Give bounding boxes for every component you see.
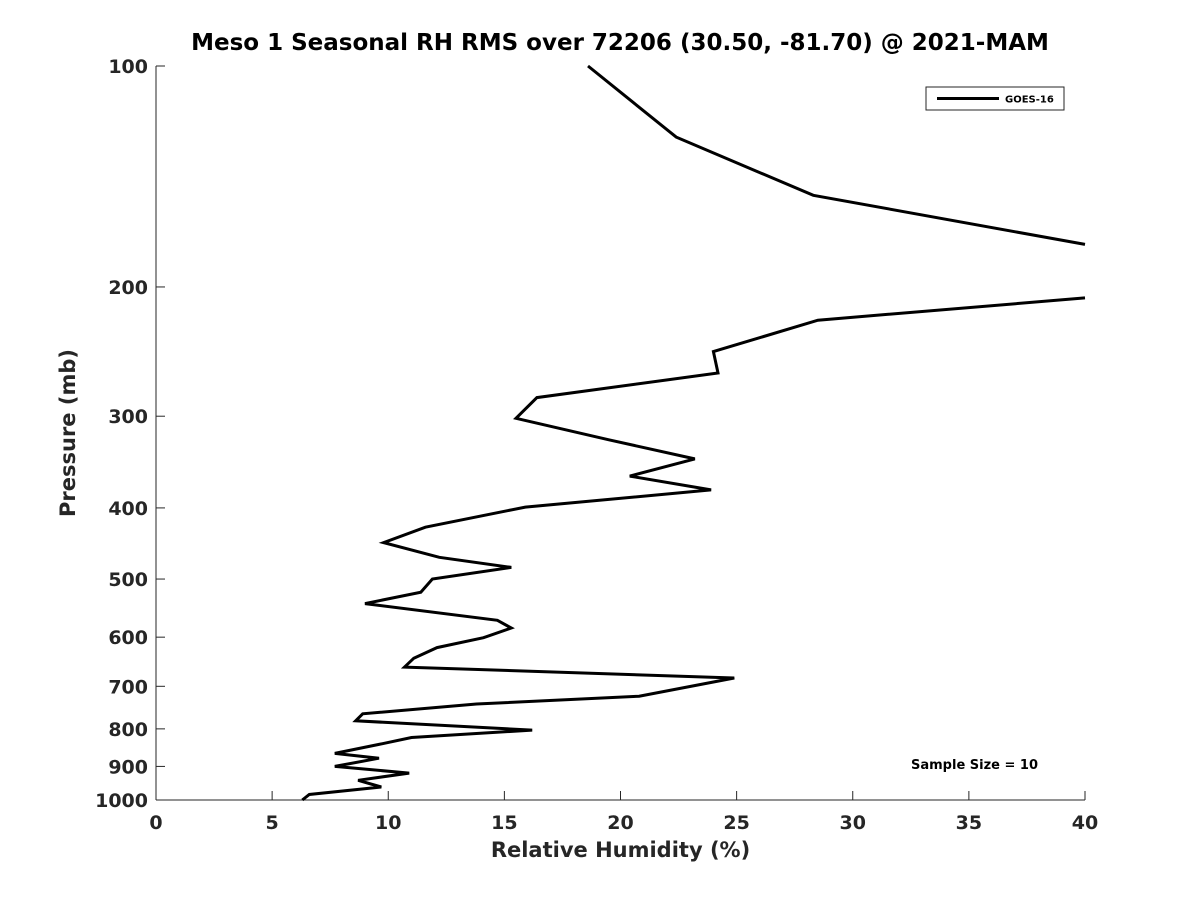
y-tick-label: 600 [108,627,148,649]
series-line-goes-16 [587,64,1086,246]
y-axis-label: Pressure (mb) [56,349,80,517]
sample-size-annotation: Sample Size = 10 [911,758,1039,773]
x-tick-label: 0 [149,812,162,834]
y-tick-label: 300 [108,406,148,428]
x-tick-label: 5 [266,812,279,834]
y-tick-label: 900 [108,756,148,778]
y-tick-label: 500 [108,569,148,591]
series-line-goes-16 [301,296,1086,802]
legend-label: GOES-16 [1005,95,1054,106]
x-tick-label: 10 [375,812,401,834]
x-tick-label: 40 [1072,812,1098,834]
y-tick-label: 200 [108,277,148,299]
x-tick-label: 25 [723,812,749,834]
chart-title: Meso 1 Seasonal RH RMS over 72206 (30.50… [191,30,1049,56]
x-tick-label: 20 [607,812,633,834]
x-tick-label: 35 [956,812,982,834]
y-tick-label: 1000 [95,790,148,812]
y-tick-label: 400 [108,498,148,520]
x-axis-label: Relative Humidity (%) [490,838,751,862]
x-tick-label: 15 [491,812,517,834]
y-tick-label: 700 [108,676,148,698]
x-tick-label: 30 [840,812,866,834]
y-tick-label: 100 [108,56,148,78]
y-tick-label: 800 [108,719,148,741]
